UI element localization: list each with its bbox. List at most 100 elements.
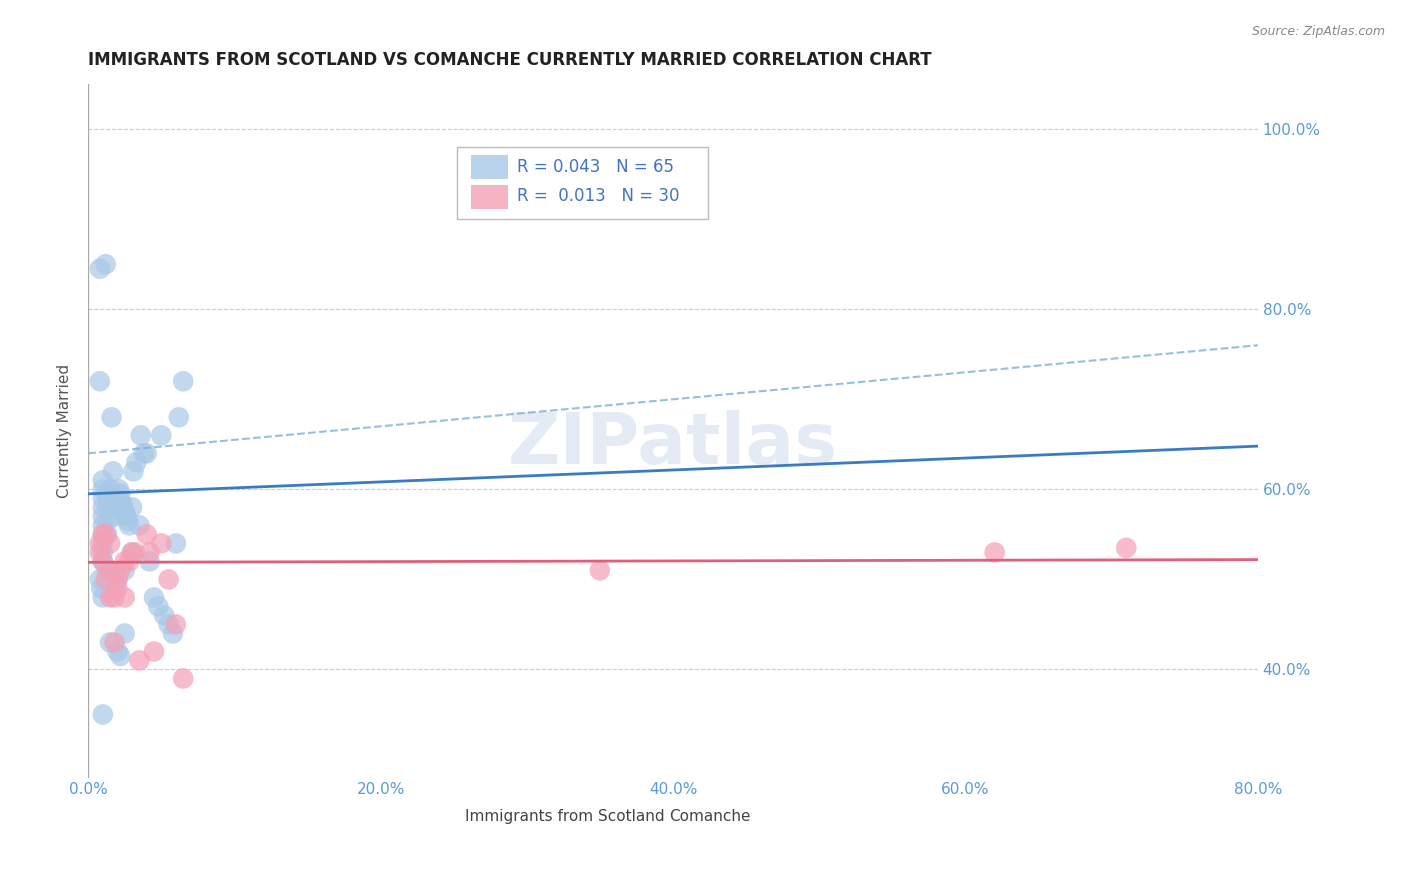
Point: [114, 591, 136, 605]
Point: [114, 505, 136, 519]
Point: [103, 635, 125, 649]
Text: R = 0.043   N = 65: R = 0.043 N = 65: [517, 158, 675, 176]
Point: [100, 410, 122, 425]
Point: [91, 554, 114, 568]
Point: [128, 653, 150, 667]
Point: [110, 648, 132, 663]
Point: [142, 644, 165, 658]
Point: [89, 374, 111, 388]
Text: IMMIGRANTS FROM SCOTLAND VS COMANCHE CURRENTLY MARRIED CORRELATION CHART: IMMIGRANTS FROM SCOTLAND VS COMANCHE CUR…: [89, 51, 932, 69]
Point: [165, 617, 187, 632]
Point: [983, 545, 1005, 559]
Point: [157, 617, 180, 632]
Point: [150, 536, 173, 550]
Point: [89, 536, 111, 550]
Point: [115, 509, 138, 524]
Point: [172, 374, 194, 388]
Point: [1115, 541, 1137, 555]
Point: [105, 500, 128, 515]
Point: [103, 509, 125, 524]
Point: [153, 608, 176, 623]
FancyBboxPatch shape: [457, 146, 709, 219]
Point: [94, 257, 117, 271]
Point: [94, 573, 117, 587]
Point: [148, 599, 170, 614]
Point: [138, 545, 160, 559]
Point: [91, 491, 114, 506]
Point: [132, 446, 155, 460]
Point: [98, 536, 121, 550]
Point: [91, 527, 114, 541]
Point: [105, 573, 128, 587]
Point: [135, 527, 157, 541]
Point: [118, 554, 141, 568]
Point: [135, 446, 157, 460]
Point: [157, 573, 180, 587]
Point: [150, 428, 173, 442]
Point: [91, 527, 114, 541]
Text: ZIPatlas: ZIPatlas: [508, 410, 838, 479]
Point: [98, 563, 121, 577]
Point: [589, 563, 612, 577]
FancyBboxPatch shape: [422, 805, 457, 828]
Point: [111, 496, 134, 510]
Point: [105, 644, 128, 658]
Point: [89, 545, 111, 559]
Point: [96, 563, 118, 577]
Point: [96, 527, 118, 541]
Point: [138, 554, 160, 568]
FancyBboxPatch shape: [626, 805, 661, 828]
Text: Immigrants from Scotland: Immigrants from Scotland: [465, 809, 665, 824]
Point: [103, 491, 125, 506]
Point: [91, 483, 114, 497]
Point: [121, 545, 143, 559]
Point: [162, 626, 184, 640]
Point: [114, 563, 136, 577]
Point: [112, 500, 135, 515]
FancyBboxPatch shape: [471, 185, 508, 209]
Point: [108, 483, 131, 497]
Point: [104, 568, 127, 582]
Point: [129, 428, 152, 442]
Point: [167, 410, 190, 425]
Point: [89, 261, 111, 276]
Point: [117, 514, 139, 528]
Point: [114, 554, 136, 568]
Text: Source: ZipAtlas.com: Source: ZipAtlas.com: [1251, 25, 1385, 38]
Point: [121, 500, 143, 515]
Text: R =  0.013   N = 30: R = 0.013 N = 30: [517, 187, 681, 205]
Point: [101, 464, 124, 478]
FancyBboxPatch shape: [471, 155, 508, 179]
Point: [105, 491, 128, 506]
Text: Comanche: Comanche: [669, 809, 751, 824]
Point: [91, 554, 114, 568]
Point: [125, 455, 148, 469]
Point: [142, 591, 165, 605]
Point: [98, 563, 121, 577]
Point: [105, 573, 128, 587]
Point: [96, 487, 118, 501]
Point: [122, 464, 145, 478]
Point: [91, 591, 114, 605]
Point: [96, 514, 118, 528]
Y-axis label: Currently Married: Currently Married: [58, 364, 72, 498]
Point: [114, 626, 136, 640]
Point: [91, 536, 114, 550]
Point: [98, 591, 121, 605]
Point: [103, 591, 125, 605]
Point: [98, 491, 121, 506]
Point: [91, 518, 114, 533]
Point: [90, 582, 112, 596]
Point: [96, 500, 118, 515]
Point: [91, 707, 114, 722]
Point: [165, 536, 187, 550]
Point: [110, 487, 132, 501]
Point: [103, 500, 125, 515]
Point: [89, 573, 111, 587]
Point: [118, 518, 141, 533]
Point: [121, 545, 143, 559]
Point: [91, 509, 114, 524]
Point: [91, 500, 114, 515]
Point: [94, 527, 117, 541]
Point: [98, 483, 121, 497]
